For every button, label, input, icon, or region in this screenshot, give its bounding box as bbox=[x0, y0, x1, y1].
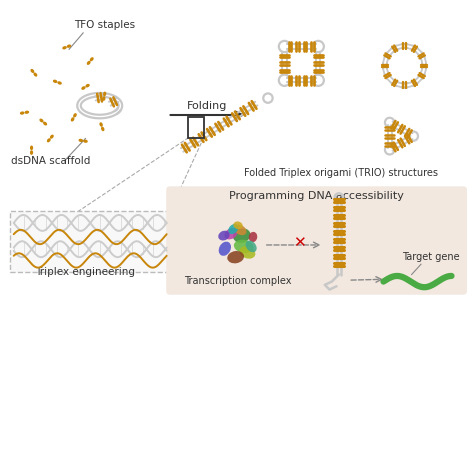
Ellipse shape bbox=[79, 139, 83, 142]
Ellipse shape bbox=[73, 113, 77, 118]
Text: TFO staples: TFO staples bbox=[74, 20, 135, 30]
Ellipse shape bbox=[34, 73, 37, 77]
Ellipse shape bbox=[67, 45, 71, 48]
Ellipse shape bbox=[249, 232, 257, 242]
Ellipse shape bbox=[233, 228, 251, 243]
FancyBboxPatch shape bbox=[166, 186, 467, 295]
Ellipse shape bbox=[227, 251, 244, 264]
Ellipse shape bbox=[62, 46, 67, 49]
Text: Folded Triplex origami (TRIO) structures: Folded Triplex origami (TRIO) structures bbox=[244, 168, 438, 178]
Text: Transcription complex: Transcription complex bbox=[184, 276, 292, 286]
Text: dsDNA scaffold: dsDNA scaffold bbox=[10, 156, 90, 166]
Ellipse shape bbox=[102, 96, 106, 101]
Ellipse shape bbox=[53, 80, 57, 83]
Ellipse shape bbox=[85, 84, 90, 88]
Ellipse shape bbox=[234, 240, 254, 253]
Ellipse shape bbox=[103, 91, 106, 96]
Ellipse shape bbox=[239, 246, 255, 259]
Ellipse shape bbox=[43, 122, 47, 126]
Ellipse shape bbox=[228, 224, 238, 234]
Ellipse shape bbox=[83, 139, 88, 143]
Ellipse shape bbox=[218, 231, 229, 240]
FancyBboxPatch shape bbox=[10, 211, 170, 272]
Ellipse shape bbox=[71, 117, 74, 121]
Ellipse shape bbox=[90, 57, 94, 61]
Ellipse shape bbox=[234, 225, 246, 235]
Ellipse shape bbox=[39, 118, 44, 122]
Ellipse shape bbox=[233, 221, 243, 229]
Ellipse shape bbox=[25, 110, 29, 114]
Ellipse shape bbox=[47, 138, 51, 142]
Ellipse shape bbox=[246, 240, 257, 252]
Text: Folding: Folding bbox=[187, 101, 228, 111]
Ellipse shape bbox=[101, 127, 104, 131]
Ellipse shape bbox=[87, 61, 91, 65]
Ellipse shape bbox=[82, 86, 86, 90]
Ellipse shape bbox=[57, 81, 62, 85]
Text: Triplex engineering: Triplex engineering bbox=[36, 266, 136, 276]
Ellipse shape bbox=[224, 228, 237, 239]
Ellipse shape bbox=[100, 122, 103, 127]
Ellipse shape bbox=[50, 135, 54, 139]
Text: ✕: ✕ bbox=[292, 235, 305, 250]
Ellipse shape bbox=[30, 146, 33, 150]
Text: Target gene: Target gene bbox=[401, 253, 459, 263]
Text: Programming DNA accessibility: Programming DNA accessibility bbox=[229, 191, 404, 201]
Ellipse shape bbox=[30, 150, 33, 155]
Ellipse shape bbox=[30, 69, 34, 73]
Ellipse shape bbox=[20, 111, 25, 115]
Ellipse shape bbox=[219, 242, 231, 256]
